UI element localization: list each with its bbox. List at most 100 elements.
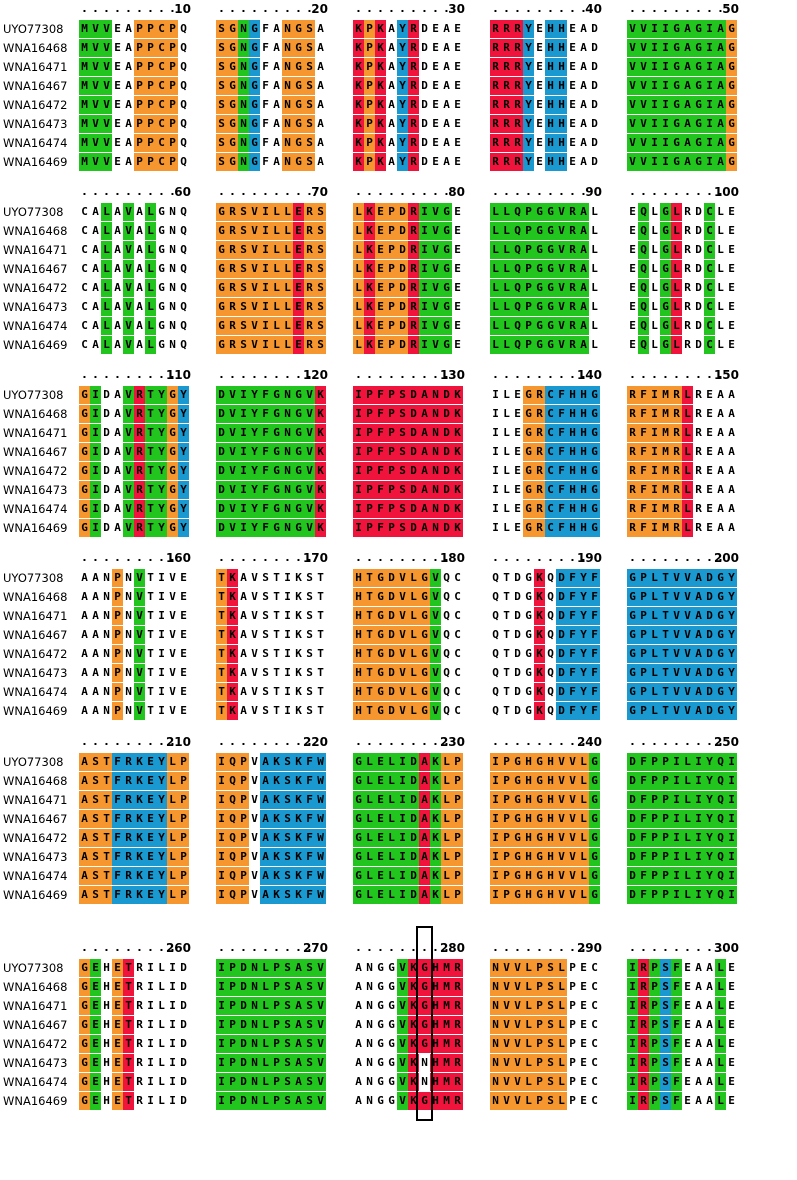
residue: V bbox=[671, 569, 682, 587]
residue: E bbox=[728, 319, 735, 332]
sequence-name: WNA16474 bbox=[3, 869, 68, 883]
ruler-number: 140 bbox=[576, 368, 602, 382]
residue: L bbox=[282, 203, 293, 221]
residue: Q bbox=[492, 666, 499, 679]
sequence-name: WNA16467 bbox=[3, 79, 68, 93]
residue: K bbox=[452, 519, 463, 537]
ruler-dot: . bbox=[674, 2, 679, 15]
residue: P bbox=[271, 1054, 282, 1072]
residue: K bbox=[408, 1016, 419, 1034]
residue: N bbox=[169, 300, 176, 313]
residue: A bbox=[79, 848, 90, 866]
residue: T bbox=[364, 683, 375, 701]
ruler-dot: . bbox=[367, 368, 372, 381]
residue: F bbox=[638, 481, 649, 499]
ruler-dot: . bbox=[707, 2, 712, 15]
residue: L bbox=[578, 791, 589, 809]
residue: F bbox=[567, 702, 578, 720]
residue: D bbox=[216, 424, 227, 442]
ruler-dot: . bbox=[252, 2, 257, 15]
residue: E bbox=[180, 666, 187, 679]
residue: F bbox=[304, 886, 315, 904]
sequence-name: UYO77308 bbox=[3, 755, 64, 769]
residue: R bbox=[123, 829, 134, 847]
residue: P bbox=[649, 1073, 660, 1091]
residue: L bbox=[490, 298, 501, 316]
residue: Q bbox=[180, 281, 187, 294]
residue: S bbox=[238, 241, 249, 259]
residue: V bbox=[556, 848, 567, 866]
residue: L bbox=[556, 1054, 567, 1072]
residue: A bbox=[317, 41, 324, 54]
residue: P bbox=[364, 115, 375, 133]
residue: P bbox=[386, 279, 397, 297]
residue: I bbox=[492, 426, 499, 439]
residue: G bbox=[441, 260, 452, 278]
residue: V bbox=[123, 279, 134, 297]
residue: P bbox=[178, 848, 189, 866]
residue: L bbox=[649, 664, 660, 682]
residue: L bbox=[282, 279, 293, 297]
residue: R bbox=[136, 980, 143, 993]
residue: G bbox=[293, 115, 304, 133]
residue: V bbox=[227, 443, 238, 461]
ruler-dot: . bbox=[537, 185, 542, 198]
residue: S bbox=[660, 997, 671, 1015]
residue: A bbox=[578, 260, 589, 278]
residue: T bbox=[503, 666, 510, 679]
residue: H bbox=[545, 848, 556, 866]
residue: L bbox=[408, 607, 419, 625]
ruler-dot: . bbox=[696, 185, 701, 198]
residue: A bbox=[693, 626, 704, 644]
residue: H bbox=[545, 829, 556, 847]
residue: A bbox=[260, 810, 271, 828]
ruler-number: 200 bbox=[713, 551, 739, 565]
residue: L bbox=[271, 241, 282, 259]
residue: A bbox=[92, 571, 99, 584]
residue: A bbox=[114, 483, 121, 496]
residue: K bbox=[227, 626, 238, 644]
residue: L bbox=[158, 1018, 165, 1031]
residue: Q bbox=[180, 22, 187, 35]
residue: G bbox=[271, 405, 282, 423]
residue: S bbox=[282, 810, 293, 828]
residue: L bbox=[101, 203, 112, 221]
residue: L bbox=[651, 224, 658, 237]
residue: E bbox=[684, 980, 691, 993]
sequence-name: WNA16468 bbox=[3, 41, 68, 55]
residue: A bbox=[717, 464, 724, 477]
residue: Y bbox=[156, 810, 167, 828]
residue: A bbox=[114, 502, 121, 515]
ruler-dot: . bbox=[82, 735, 87, 748]
residue: N bbox=[282, 77, 293, 95]
residue: E bbox=[454, 300, 461, 313]
residue: S bbox=[304, 1035, 315, 1053]
ruler-number: 260 bbox=[165, 941, 191, 955]
residue: A bbox=[419, 519, 430, 537]
residue: A bbox=[81, 590, 88, 603]
residue: G bbox=[167, 424, 178, 442]
residue: H bbox=[545, 20, 556, 38]
residue: L bbox=[282, 336, 293, 354]
residue: S bbox=[304, 20, 315, 38]
residue: Q bbox=[227, 867, 238, 885]
residue: V bbox=[682, 664, 693, 682]
residue: S bbox=[216, 20, 227, 38]
residue: E bbox=[569, 60, 576, 73]
residue: I bbox=[353, 462, 364, 480]
residue: T bbox=[101, 829, 112, 847]
ruler-dot: . bbox=[148, 735, 153, 748]
residue: N bbox=[249, 1016, 260, 1034]
residue: K bbox=[271, 810, 282, 828]
residue: P bbox=[271, 1073, 282, 1091]
residue: Q bbox=[547, 609, 554, 622]
residue: L bbox=[649, 588, 660, 606]
residue: C bbox=[81, 281, 88, 294]
residue: A bbox=[114, 407, 121, 420]
residue: I bbox=[284, 685, 291, 698]
residue: G bbox=[512, 753, 523, 771]
residue: I bbox=[353, 519, 364, 537]
residue: Y bbox=[156, 519, 167, 537]
residue: L bbox=[145, 241, 156, 259]
ruler-dot: . bbox=[82, 941, 87, 954]
